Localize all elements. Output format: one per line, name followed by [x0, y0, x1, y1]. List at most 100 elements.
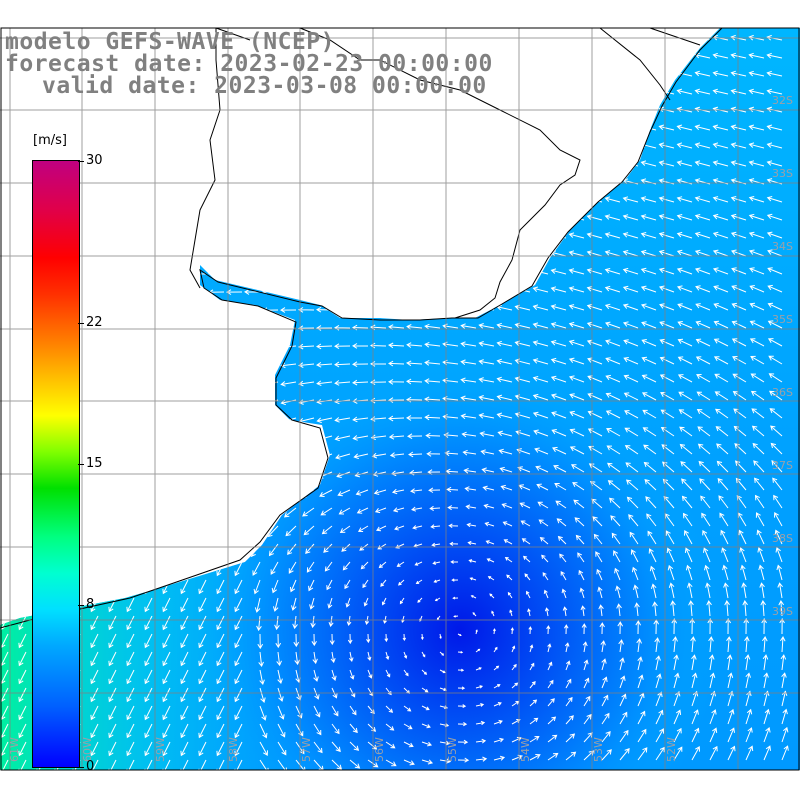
wind-arrow: [457, 704, 467, 709]
coastline: [0, 27, 723, 629]
colorbar-tick-label: 22: [86, 314, 103, 330]
wind-arrow: [715, 408, 729, 419]
wind-arrow: [439, 633, 442, 640]
wind-arrow: [521, 538, 531, 545]
wind-arrow: [622, 124, 639, 131]
wind-arrow: [509, 609, 513, 617]
wind-arrow: [485, 540, 495, 545]
wind-arrow: [635, 620, 642, 635]
wind-arrow: [550, 304, 567, 311]
wind-arrow: [313, 669, 319, 682]
wind-arrow: [779, 636, 786, 653]
wind-arrow: [154, 179, 171, 185]
wind-arrow: [208, 215, 225, 222]
wind-arrow: [724, 600, 730, 617]
wind-arrow: [352, 416, 369, 423]
wind-arrow: [0, 525, 9, 541]
wind-arrow: [689, 618, 696, 635]
wind-arrow: [550, 88, 567, 95]
wind-arrow: [100, 345, 117, 352]
wind-arrow: [388, 306, 405, 312]
wind-arrow: [0, 597, 9, 613]
wind-arrow: [601, 694, 609, 707]
wind-arrow: [352, 288, 369, 294]
wind-arrow: [216, 651, 225, 667]
wind-arrow: [316, 417, 333, 424]
longitude-label: 52W: [665, 737, 678, 762]
wind-arrow: [334, 233, 351, 240]
wind-arrow: [172, 234, 189, 241]
wind-arrow: [234, 633, 243, 649]
wind-arrow: [388, 197, 405, 203]
wind-arrow: [506, 574, 513, 581]
wind-arrow: [460, 395, 477, 402]
wind-arrow: [568, 286, 585, 293]
wind-arrow: [316, 160, 333, 167]
wind-arrow: [676, 285, 693, 293]
wind-arrow: [180, 705, 189, 721]
wind-arrow: [349, 741, 360, 751]
wind-arrow: [658, 196, 675, 203]
wind-arrow: [766, 142, 783, 149]
wind-arrow: [82, 271, 99, 278]
wind-arrow: [767, 249, 783, 257]
wind-arrow: [725, 618, 732, 635]
wind-arrow: [475, 720, 486, 726]
wind-arrow: [475, 685, 484, 689]
wind-arrow: [568, 160, 585, 167]
wind-arrow: [532, 52, 549, 59]
wind-arrow: [478, 359, 495, 365]
wind-arrow: [231, 525, 243, 539]
wind-arrow: [136, 308, 153, 314]
wind-arrow: [198, 579, 207, 595]
wind-arrow: [732, 391, 747, 401]
wind-arrow: [478, 160, 495, 167]
wind-arrow: [543, 589, 549, 599]
wind-arrow: [334, 160, 351, 167]
wind-arrow: [262, 417, 279, 425]
wind-arrow: [532, 376, 549, 383]
wind-arrow: [568, 34, 585, 41]
wind-arrow: [766, 231, 783, 239]
wind-arrow: [248, 507, 261, 519]
wind-arrow: [262, 179, 279, 185]
wind-arrow: [658, 249, 675, 257]
wind-arrow: [742, 600, 748, 617]
wind-arrow: [676, 214, 693, 221]
wind-arrow: [624, 445, 639, 455]
wind-arrow: [712, 124, 729, 131]
wind-arrow: [709, 709, 717, 725]
wind-arrow: [226, 289, 243, 295]
wind-arrow: [328, 615, 334, 628]
wind-arrow: [748, 160, 765, 167]
wind-arrow: [489, 593, 495, 599]
wind-arrow: [718, 495, 729, 509]
wind-arrow: [619, 748, 630, 761]
wind-arrow: [226, 363, 243, 369]
wind-arrow: [778, 600, 785, 617]
wind-arrow: [532, 196, 549, 203]
wind-arrow: [499, 466, 513, 473]
wind-arrow: [198, 669, 207, 685]
wind-arrow: [676, 88, 693, 95]
wind-arrow: [450, 560, 459, 564]
wind-arrow: [781, 726, 789, 743]
wind-arrow: [10, 179, 27, 186]
wind-arrow: [709, 745, 718, 761]
wind-arrow: [172, 215, 189, 222]
wind-arrow: [230, 507, 243, 520]
wind-arrow: [752, 442, 765, 455]
wind-arrow: [460, 359, 477, 365]
wind-arrow: [190, 124, 207, 131]
wind-arrow: [298, 215, 315, 222]
wind-arrow: [349, 705, 357, 716]
wind-arrow: [0, 561, 9, 577]
wind-arrow: [643, 444, 657, 455]
wind-arrow: [424, 215, 441, 221]
wind-arrow: [234, 687, 243, 703]
latitude-label: 38S: [772, 532, 793, 545]
wind-arrow: [18, 543, 27, 559]
wind-arrow: [460, 124, 477, 131]
wind-arrow: [244, 124, 261, 131]
wind-arrow: [287, 543, 297, 556]
